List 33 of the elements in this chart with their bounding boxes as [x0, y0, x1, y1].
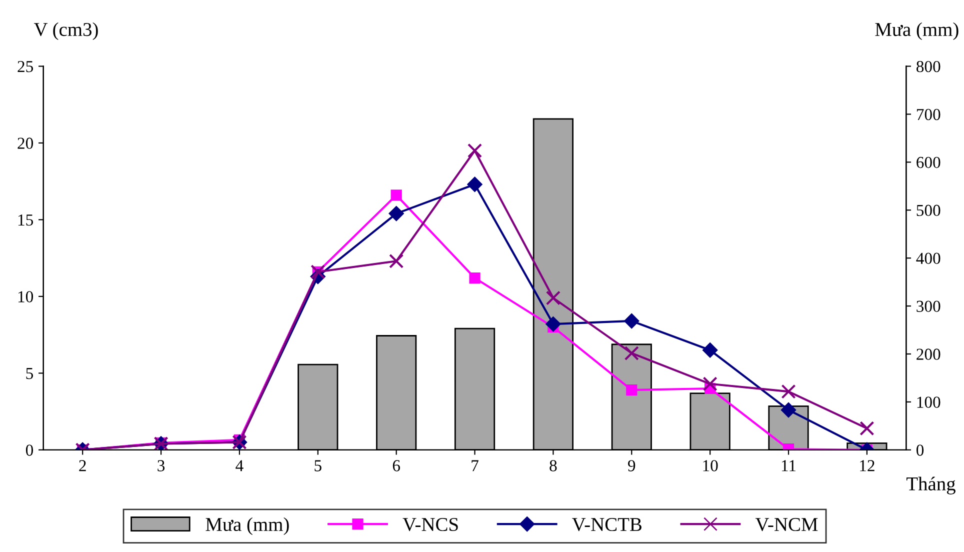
y2-tick-label: 100: [917, 396, 940, 408]
y2-tick-label: 600: [916, 156, 940, 168]
y-tick-label: 0: [26, 444, 34, 456]
legend-label: V-NCTB: [572, 518, 642, 532]
x-tick-label: 8: [550, 460, 557, 472]
y2-tick-label: 500: [916, 204, 940, 216]
legend-label: Mưa (mm): [206, 517, 289, 536]
y-tick-label: 5: [26, 368, 34, 380]
x-tick-label: 4: [236, 460, 244, 472]
y2-tick-label: 800: [916, 60, 940, 72]
y2-tick-label: 300: [916, 300, 940, 312]
y2-tick-label: 0: [916, 444, 924, 456]
x-tick-label: 3: [158, 460, 165, 472]
x-tick-label: 10: [703, 460, 718, 472]
legend-label: V-NCM: [755, 518, 818, 532]
x-tick-label: 6: [392, 460, 400, 472]
y2-tick-label: 200: [916, 348, 940, 360]
y-tick-label: 15: [18, 214, 34, 226]
x-tick-label: 9: [628, 460, 636, 472]
y-axis-title: V (cm3): [34, 22, 98, 40]
y-tick-label: 25: [18, 60, 34, 72]
y2-tick-label: 400: [916, 252, 940, 264]
x-axis-title: Tháng: [906, 476, 956, 494]
y2-tick-label: 700: [916, 108, 940, 120]
y2-axis-title: Mưa (mm): [875, 22, 958, 40]
x-tick-label: 12: [860, 460, 874, 472]
x-tick-label: 5: [314, 460, 322, 472]
x-tick-label: 7: [472, 460, 478, 472]
x-tick-label: 2: [79, 460, 86, 472]
x-tick-label: 11: [782, 460, 796, 472]
y-tick-label: 10: [18, 291, 34, 302]
y-tick-label: 20: [18, 138, 34, 149]
legend-label: V-NCS: [402, 518, 458, 532]
